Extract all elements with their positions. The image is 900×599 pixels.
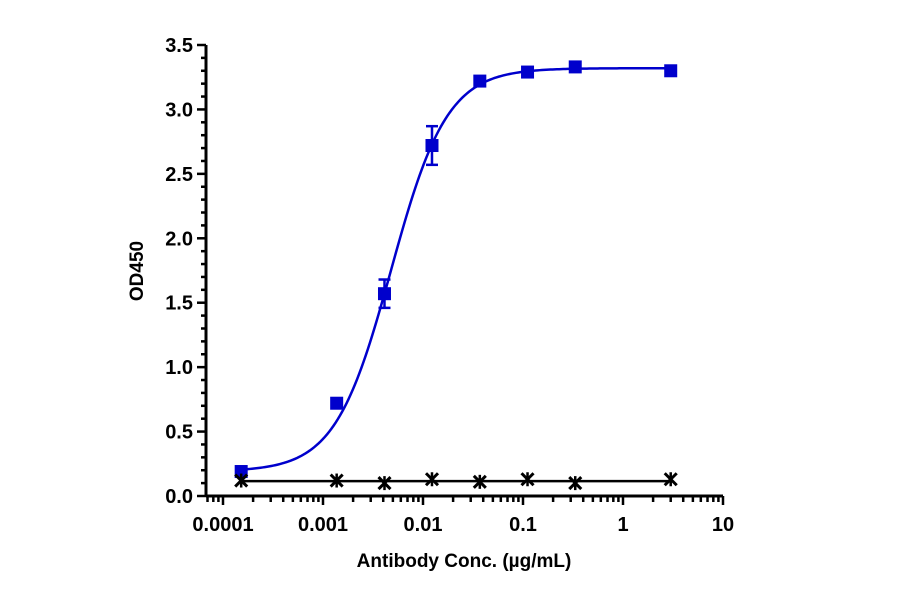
- asterisk-marker: [234, 473, 249, 488]
- square-marker: [425, 139, 439, 153]
- square-marker: [568, 60, 582, 74]
- square-marker: [473, 74, 487, 88]
- x-axis-title: Antibody Conc. (µg/mL): [357, 551, 572, 572]
- y-tick-label: 1.0: [165, 357, 193, 379]
- y-tick-label: 1.5: [165, 293, 193, 315]
- square-marker: [234, 465, 248, 479]
- y-tick-label: 3.0: [165, 99, 193, 121]
- axes: 0.0 0.5 1.0 1.5 2.0 2.5 3.0 3.5 0.0001 0.001 0.01 0…: [165, 35, 734, 536]
- x-tick-label: 10: [712, 514, 734, 536]
- x-tick-label: 0.1: [509, 514, 537, 536]
- asterisk-marker: [377, 476, 392, 491]
- y-tick-label: 3.5: [165, 35, 193, 57]
- asterisk-marker: [520, 472, 535, 487]
- asterisk-marker: [663, 472, 678, 487]
- square-marker: [664, 64, 678, 78]
- asterisk-marker: [472, 474, 487, 489]
- asterisk-marker: [568, 476, 583, 491]
- square-marker: [521, 65, 535, 79]
- data-markers: [234, 60, 678, 491]
- square-marker: [330, 396, 344, 410]
- asterisk-marker: [329, 473, 344, 488]
- asterisk-marker: [424, 472, 440, 487]
- x-tick-label: 1: [617, 514, 628, 536]
- fit-curves: [241, 66, 671, 483]
- x-tick-label: 0.0001: [192, 514, 253, 536]
- fit-curve-antibody: [241, 66, 671, 471]
- square-marker: [377, 287, 391, 301]
- y-tick-label: 0.5: [165, 422, 193, 444]
- y-axis-title: OD450: [127, 241, 148, 301]
- y-tick-label: 2.0: [165, 228, 193, 250]
- x-tick-label: 0.001: [298, 514, 348, 536]
- y-tick-label: 2.5: [165, 164, 193, 186]
- y-tick-label: 0.0: [165, 486, 193, 508]
- x-tick-label: 0.01: [404, 514, 443, 536]
